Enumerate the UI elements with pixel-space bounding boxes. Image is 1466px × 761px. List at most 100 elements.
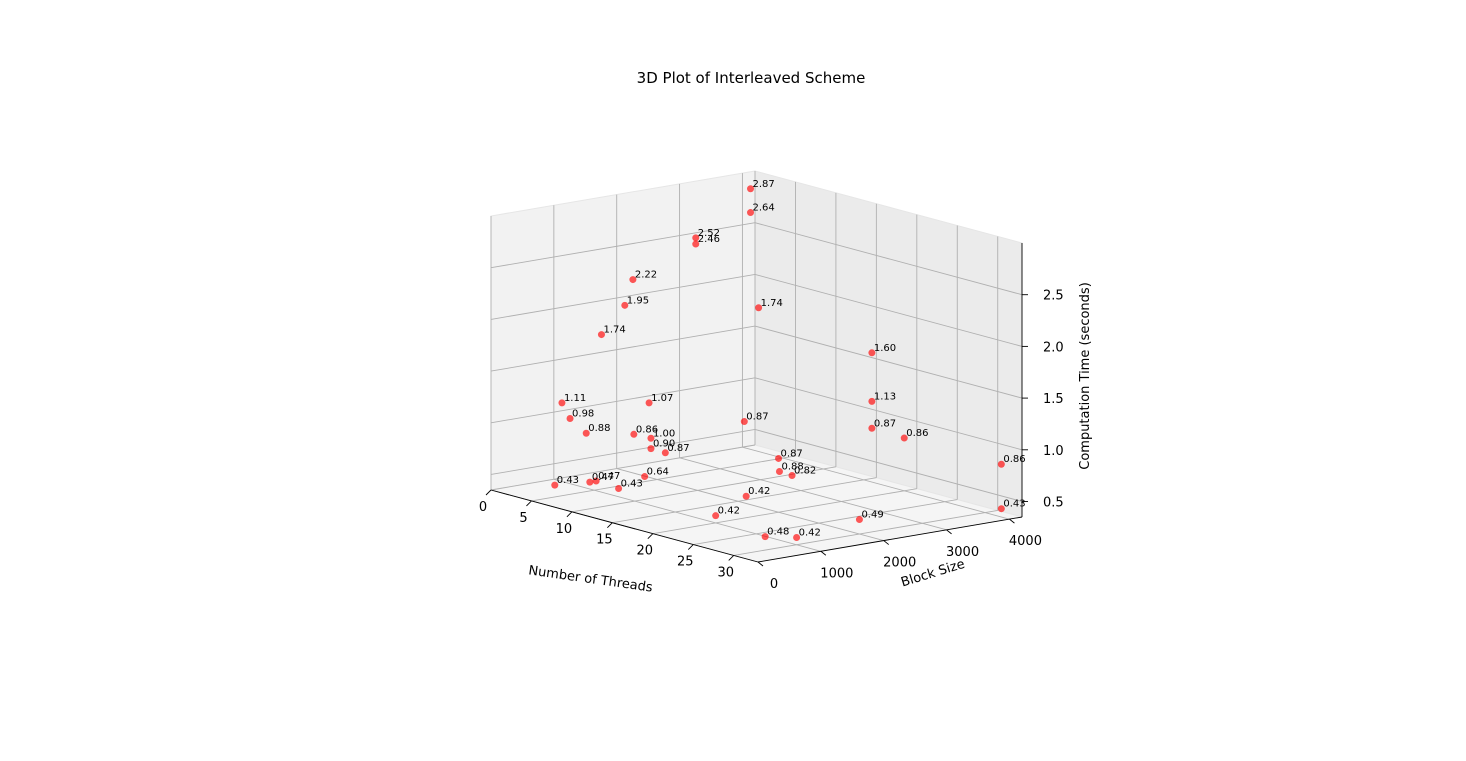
data-point: [551, 481, 559, 489]
data-point: [755, 304, 763, 312]
z-tick-label: 2.0: [1043, 340, 1064, 355]
z-tick-label: 1.0: [1043, 444, 1064, 459]
z-axis-label: Computation Time (seconds): [1078, 282, 1093, 470]
data-points: [551, 185, 1005, 542]
data-point: [647, 434, 655, 442]
z-tick-label: 0.5: [1043, 495, 1064, 510]
y-tick-mark: [1009, 518, 1015, 524]
y-tick-label: 4000: [1009, 534, 1042, 549]
data-point-label: 1.00: [653, 428, 675, 439]
data-point: [747, 185, 755, 193]
axis-lines: [490, 243, 1023, 563]
floor-gridline-x: [612, 477, 877, 524]
data-point: [868, 349, 876, 357]
x-tick-label: 0: [479, 500, 487, 515]
y-axis-line: [757, 516, 1023, 563]
z-tick-label: 1.5: [1043, 392, 1064, 407]
data-point-label: 0.42: [748, 486, 770, 497]
z-tick-label: 2.5: [1043, 289, 1064, 304]
x-tick-mark: [526, 500, 532, 507]
floor-gridline-y: [742, 446, 1010, 520]
data-point-label: 0.48: [767, 527, 789, 538]
left-wall-gridline-z: [490, 222, 756, 269]
right-wall-gridline-z: [754, 273, 1023, 347]
data-point: [597, 331, 605, 339]
data-point-label: 1.95: [627, 295, 649, 306]
data-point: [997, 505, 1005, 513]
data-point-label: 0.49: [861, 510, 883, 521]
data-point-label: 0.86: [636, 424, 658, 435]
data-point: [761, 533, 769, 541]
y-tick-label: 0: [770, 577, 778, 592]
axes-panes: [490, 170, 1023, 563]
data-point: [775, 467, 783, 475]
data-point: [582, 429, 590, 437]
x-tick-label: 15: [596, 533, 613, 548]
data-point: [712, 512, 720, 520]
data-point-label: 0.88: [588, 423, 610, 434]
floor-gridline-x: [490, 444, 756, 491]
x-tick-label: 5: [519, 511, 527, 526]
data-point-label: 1.74: [603, 325, 625, 336]
x-tick-mark: [485, 489, 492, 496]
chart-title: 3D Plot of Interleaved Scheme: [637, 69, 866, 87]
floor-gridline-x: [531, 455, 796, 502]
y-tick-mark: [883, 540, 889, 545]
data-point: [661, 449, 669, 457]
data-point-label: 0.42: [718, 506, 740, 517]
data-point: [900, 434, 908, 442]
y-tick-label: 3000: [946, 545, 979, 560]
data-point-label: 1.13: [874, 391, 896, 402]
y-tick-mark: [946, 529, 952, 535]
data-point-label: 0.86: [1003, 454, 1025, 465]
data-point: [692, 240, 700, 248]
data-point: [868, 397, 876, 405]
x-axis-label: Number of Threads: [527, 563, 653, 595]
left-wall-gridline-z: [490, 273, 756, 320]
data-point: [793, 534, 801, 542]
data-point-label: 1.74: [761, 298, 783, 309]
x-tick-mark: [607, 522, 613, 529]
x-tick-label: 20: [637, 544, 654, 559]
right-wall-gridline-z: [754, 325, 1023, 399]
data-point: [747, 209, 755, 217]
data-point: [997, 460, 1005, 468]
data-point: [645, 399, 653, 407]
data-point: [740, 418, 748, 426]
data-point-label: 0.64: [647, 467, 669, 478]
right-wall-gridline-z: [754, 377, 1023, 451]
data-point-label: 0.82: [794, 466, 816, 477]
x-tick-label: 25: [677, 555, 694, 570]
data-point-label: 0.87: [781, 448, 803, 459]
tick-labels: 0 5 10 15 20 25 30 0 1000 2000 3000 4000 0.5 1.0 1.5 2.…: [479, 289, 1064, 592]
data-point-label: 2.46: [698, 234, 720, 245]
x-tick-mark: [647, 533, 654, 539]
data-point-label: 0.98: [572, 409, 594, 420]
data-point-label: 1.07: [651, 393, 673, 404]
data-point-label: 0.87: [874, 418, 896, 429]
grid-lines: [490, 171, 1023, 563]
left-wall-gridline-z: [490, 429, 756, 475]
data-point-label: 0.47: [592, 472, 614, 483]
y-tick-mark: [820, 550, 827, 556]
data-point-label: 0.88: [781, 461, 803, 472]
data-point-label: 0.86: [906, 428, 928, 439]
x-tick-label: 30: [717, 565, 734, 580]
data-point: [629, 276, 637, 284]
y-tick-mark: [757, 561, 764, 567]
data-point: [868, 424, 876, 432]
data-point: [647, 445, 655, 453]
floor-gridline-y: [616, 468, 884, 542]
data-point-label: 0.47: [598, 471, 620, 482]
data-point: [586, 478, 594, 486]
x-axis-line: [490, 489, 759, 563]
floor-gridline-x: [733, 510, 998, 556]
data-point-label: 2.52: [698, 228, 720, 239]
data-point: [615, 484, 623, 492]
data-point-label: 1.11: [564, 393, 586, 404]
data-point-label: 0.90: [653, 439, 675, 450]
data-point: [592, 477, 600, 485]
data-point: [621, 301, 629, 309]
right-wall-gridline-z: [754, 222, 1023, 296]
